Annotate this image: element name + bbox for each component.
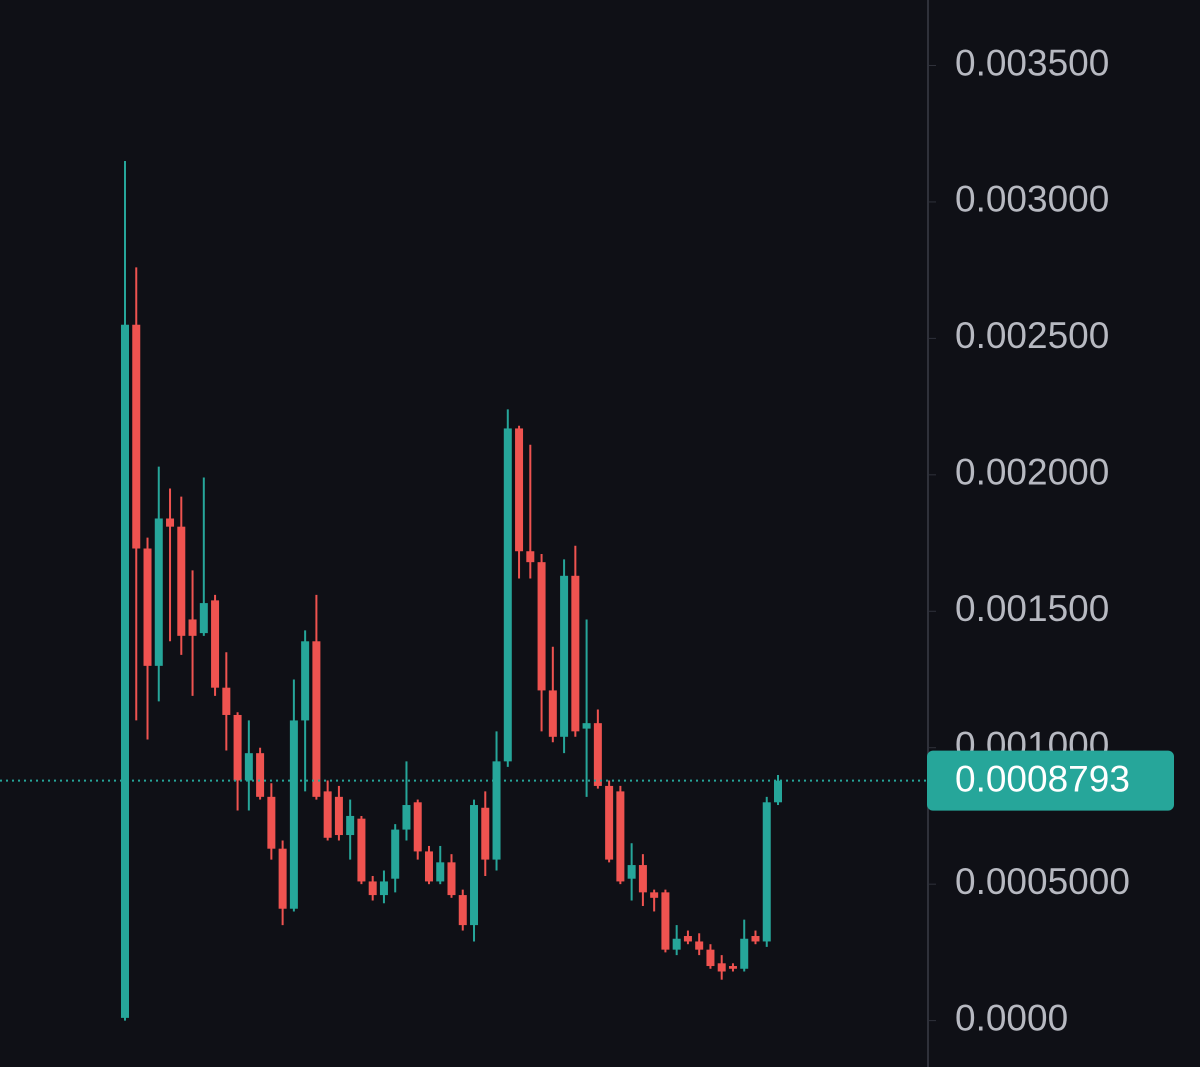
candle-body	[571, 575, 580, 732]
candle-body	[289, 720, 298, 909]
candle-body	[728, 966, 737, 969]
candle-body	[143, 548, 152, 666]
candle-body	[402, 805, 411, 830]
candle-body	[774, 780, 782, 803]
candle-body	[492, 761, 501, 860]
candle-body	[627, 865, 636, 879]
candle-body	[121, 324, 129, 1018]
candle-body	[481, 807, 490, 860]
candle-body	[436, 862, 445, 882]
candle-body	[413, 802, 422, 852]
candle-body	[447, 862, 456, 896]
candle-body	[188, 619, 197, 636]
candle-body	[132, 324, 141, 549]
candle-body	[706, 949, 715, 967]
candle-body	[672, 938, 681, 950]
candle-body	[233, 714, 242, 781]
candle-body	[424, 851, 433, 882]
candle-body	[368, 881, 377, 896]
y-tick-label: 0.002000	[955, 452, 1109, 493]
candle-body	[391, 829, 400, 879]
y-tick-label: 0.001500	[955, 588, 1109, 629]
y-tick-label: 0.003500	[955, 42, 1109, 83]
y-tick-label: 0.002500	[955, 315, 1109, 356]
candle-body	[605, 785, 614, 860]
candle-body	[458, 895, 467, 926]
last-price-box	[927, 750, 1174, 811]
candle-body	[244, 753, 253, 781]
candle-body	[548, 690, 557, 737]
candle-body	[166, 518, 175, 527]
candle-body	[357, 818, 366, 882]
candle-body	[661, 892, 670, 950]
candle-body	[762, 802, 771, 942]
candle-body	[256, 753, 265, 797]
candle-body	[717, 963, 726, 972]
candle-body	[177, 526, 186, 636]
candle-body	[154, 518, 163, 666]
candle-body	[526, 551, 535, 563]
candle-body	[593, 723, 602, 786]
candle-body	[503, 428, 512, 762]
candle-body	[323, 791, 332, 838]
candle-body	[470, 805, 479, 926]
y-tick-label: 0.0005000	[955, 861, 1130, 902]
candle-body	[346, 815, 355, 836]
candle-body	[751, 936, 760, 942]
candle-body	[616, 791, 625, 882]
last-price-label: 0.0008793	[955, 758, 1130, 799]
candle-body	[222, 687, 231, 715]
candle-body	[312, 641, 321, 797]
candle-body	[211, 600, 220, 688]
y-tick-label: 0.003000	[955, 179, 1109, 220]
candle-body	[379, 881, 388, 896]
candle-body	[537, 562, 546, 691]
candle-body	[740, 938, 749, 969]
candle-body	[267, 796, 276, 849]
candle-body	[650, 892, 659, 898]
candle-body	[301, 641, 310, 721]
candle-body	[515, 428, 524, 552]
candle-body	[638, 865, 647, 893]
candle-body	[560, 575, 569, 737]
candle-body	[683, 936, 692, 942]
candle-body	[582, 723, 591, 729]
y-tick-label: 0.0000	[955, 997, 1068, 1038]
candle-body	[695, 941, 704, 950]
candle-body	[199, 603, 208, 634]
candle-body	[334, 796, 343, 836]
candle-body	[278, 848, 287, 909]
